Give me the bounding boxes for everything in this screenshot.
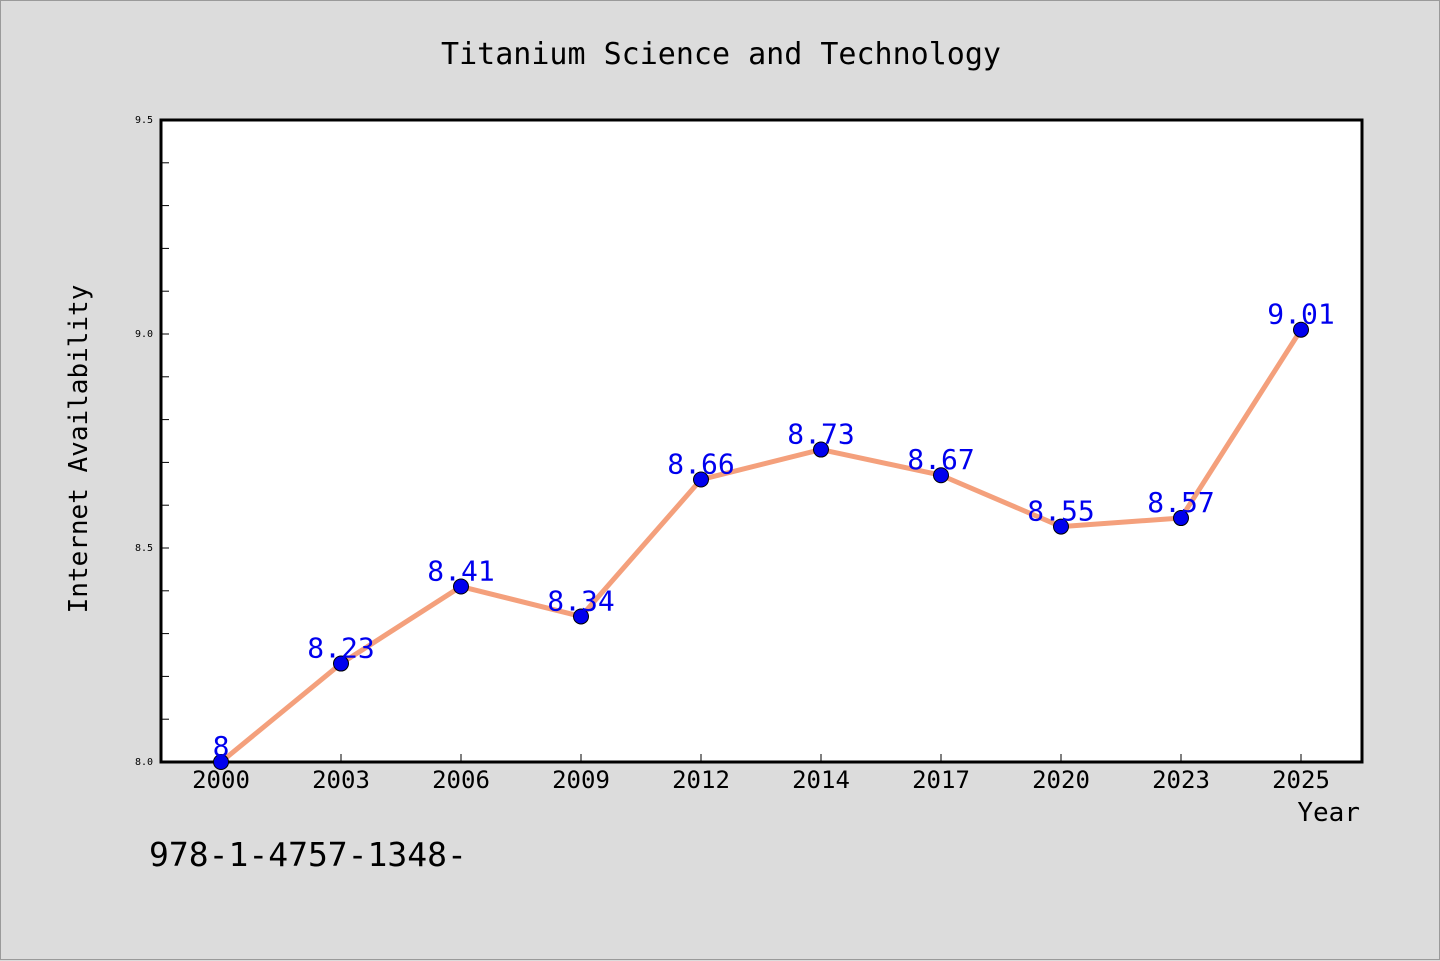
y-tick-label: 8.0 xyxy=(135,757,153,768)
footer-code: 978-1-4757-1348- xyxy=(149,835,467,874)
data-point xyxy=(573,608,589,625)
data-label: 9.01 xyxy=(1267,298,1334,331)
x-axis-ticks: 2000 2003 2006 2009 2012 2014 2017 2020 2023 2025 xyxy=(192,754,1330,794)
data-point xyxy=(453,578,469,595)
y-axis-ticks: 8.0 8.5 9.0 9.5 xyxy=(135,115,169,768)
data-label: 8 xyxy=(213,730,230,763)
y-tick-label: 9.0 xyxy=(135,329,153,340)
data-labels: 8 8.23 8.41 8.34 8.66 8.73 8.67 8.55 8.57 9.01 xyxy=(213,298,1335,763)
x-tick-label: 2025 xyxy=(1272,766,1330,794)
series-layer xyxy=(213,321,1309,770)
data-point xyxy=(213,754,229,770)
x-tick-label: 2014 xyxy=(792,766,850,794)
data-point xyxy=(933,467,949,484)
data-point xyxy=(333,655,349,672)
plot-area xyxy=(159,118,1364,764)
x-tick-label: 2009 xyxy=(552,766,610,794)
data-point xyxy=(1053,518,1069,535)
data-point xyxy=(1293,321,1309,338)
x-axis-label: Year xyxy=(1297,798,1360,828)
data-label: 8.67 xyxy=(907,443,974,476)
data-point xyxy=(693,471,709,488)
chart-title: Titanium Science and Technology xyxy=(441,37,1001,72)
series-line xyxy=(218,327,1304,765)
data-label: 8.23 xyxy=(307,632,374,665)
x-tick-label: 2012 xyxy=(672,766,730,794)
y-tick-label: 8.5 xyxy=(135,543,153,554)
data-label: 8.41 xyxy=(427,555,494,588)
x-tick-label: 2017 xyxy=(912,766,970,794)
y-tick-label: 9.5 xyxy=(135,115,153,126)
data-label: 8.73 xyxy=(787,418,854,451)
data-point xyxy=(1173,510,1189,527)
data-point xyxy=(813,441,829,458)
x-tick-label: 2003 xyxy=(312,766,370,794)
x-tick-label: 2000 xyxy=(192,766,250,794)
data-label: 8.66 xyxy=(667,448,734,481)
y-axis-label: Internet Availability xyxy=(64,285,94,614)
x-tick-label: 2020 xyxy=(1032,766,1090,794)
data-label: 8.55 xyxy=(1027,495,1094,528)
data-label: 8.57 xyxy=(1147,486,1214,519)
x-tick-label: 2006 xyxy=(432,766,490,794)
x-tick-label: 2023 xyxy=(1152,766,1210,794)
data-label: 8.34 xyxy=(547,584,614,617)
